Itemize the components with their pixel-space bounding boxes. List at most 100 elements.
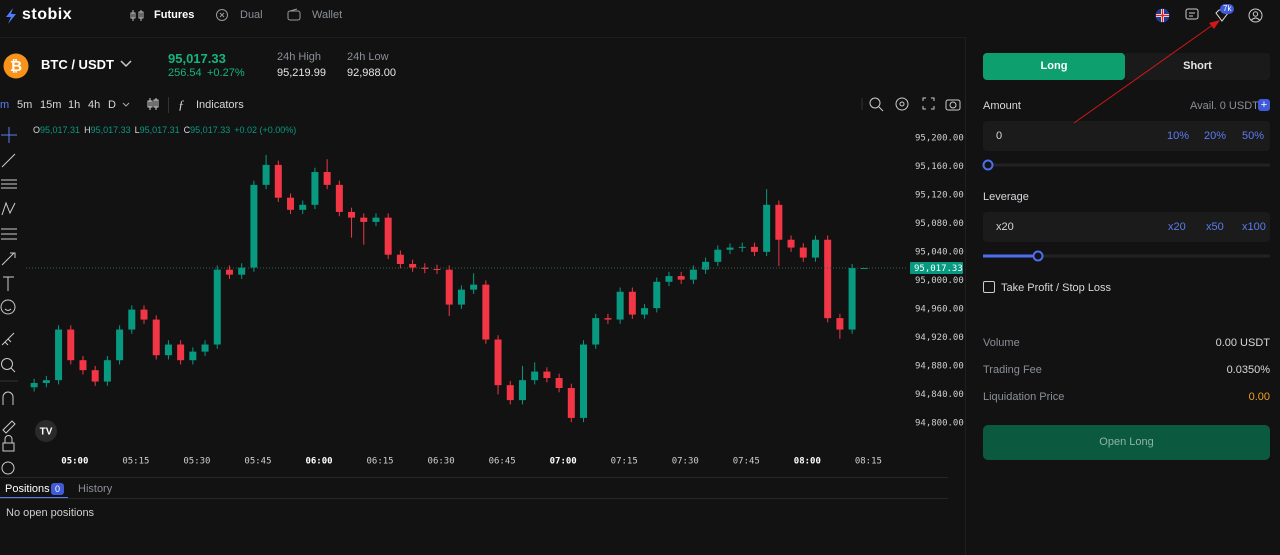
candle-body — [91, 370, 99, 382]
ohlc-key: L — [135, 125, 140, 135]
open-long-button[interactable]: Open Long — [983, 425, 1270, 460]
candle-body — [555, 378, 563, 388]
ohlc-value: 95,017.33 — [91, 125, 131, 135]
candle-body — [494, 339, 502, 386]
pair[interactable]: BTC / USDT — [41, 57, 114, 72]
candle-body — [116, 329, 124, 361]
drawing-tools[interactable] — [0, 125, 18, 475]
x-tick-label: 06:30 — [428, 457, 455, 467]
x-tick-label: 06:45 — [489, 457, 516, 467]
user-icon[interactable] — [1248, 8, 1263, 23]
leverage-input[interactable] — [983, 212, 1270, 242]
empty-message: No open positions — [6, 507, 95, 519]
toolbar-divider — [168, 97, 169, 113]
x-tick-label: 07:15 — [611, 457, 638, 467]
last-price: 95,017.33 — [168, 51, 226, 66]
logo-mark — [6, 8, 16, 24]
leverage-slider[interactable] — [980, 248, 1272, 264]
candle-body — [409, 263, 417, 268]
leverage-preset[interactable]: x100 — [1242, 221, 1266, 233]
summary-label: Liquidation Price — [983, 391, 1065, 403]
x-tick-label: 05:00 — [61, 457, 88, 467]
indicators[interactable]: Indicators — [196, 99, 244, 111]
amount-preset[interactable]: 20% — [1204, 130, 1227, 142]
leverage-value[interactable]: x20 — [996, 221, 1014, 233]
btc-icon: ₿ — [3, 53, 29, 79]
interval[interactable]: m — [0, 99, 10, 111]
futures-icon — [130, 10, 144, 21]
y-tick-label: 94,920.00 — [915, 333, 964, 343]
candle-body — [482, 284, 490, 340]
interval[interactable]: 1h — [68, 99, 81, 111]
candle-body — [396, 254, 404, 264]
leverage-preset[interactable]: x20 — [1168, 221, 1186, 233]
leverage-preset[interactable]: x50 — [1206, 221, 1224, 233]
candle-body — [787, 239, 795, 248]
tab[interactable]: History — [78, 483, 113, 495]
x-tick-label: 05:30 — [183, 457, 210, 467]
candle-body — [445, 269, 453, 305]
low-label: 24h Low — [347, 51, 389, 63]
nav-item[interactable]: Futures — [154, 9, 195, 21]
candle-body — [384, 217, 392, 255]
short-tab[interactable]: Short — [1125, 53, 1270, 80]
low-value: 92,988.00 — [347, 67, 396, 79]
candle-body — [30, 383, 38, 388]
badge: 7k — [1220, 4, 1235, 14]
candle-body — [518, 380, 526, 401]
x-tick-label: 06:00 — [305, 457, 332, 467]
chart-actions[interactable] — [860, 96, 965, 112]
tpsl-checkbox[interactable] — [983, 281, 995, 293]
x-tick-label: 07:00 — [550, 457, 577, 467]
candle-body — [714, 249, 722, 262]
interval[interactable]: 5m — [17, 99, 33, 111]
interval-dropdown[interactable] — [121, 101, 131, 109]
available: Avail. 0 USDT — [1190, 100, 1259, 112]
candle-body — [470, 284, 478, 290]
last-price-label: 95,017.33 — [914, 264, 963, 274]
ohlc-value: 95,017.31 — [140, 125, 180, 135]
nav-item[interactable]: Dual — [240, 9, 263, 21]
candle-body — [567, 387, 575, 418]
candle-body — [677, 276, 685, 280]
ohlc-key: O — [33, 125, 40, 135]
candle-body — [726, 247, 734, 250]
deposit-button[interactable]: + — [1258, 99, 1270, 111]
interval[interactable]: 15m — [40, 99, 62, 111]
language-flag[interactable] — [1155, 8, 1170, 23]
candle-body — [653, 281, 661, 309]
candle-body — [750, 246, 758, 252]
interval[interactable]: 4h — [88, 99, 101, 111]
candle-body — [140, 309, 148, 320]
y-tick-label: 95,080.00 — [915, 219, 964, 229]
interval[interactable]: D — [108, 99, 116, 111]
amount-input[interactable] — [983, 121, 1270, 151]
tab-active[interactable]: Positions — [5, 483, 50, 495]
candle-body — [641, 308, 649, 315]
candle-body — [848, 268, 856, 330]
divider — [965, 37, 966, 555]
candle-body — [836, 318, 844, 330]
amount-value[interactable]: 0 — [996, 130, 1003, 142]
pair-dropdown[interactable] — [120, 60, 132, 68]
tab-underline — [0, 497, 68, 498]
logo[interactable]: stobix — [22, 6, 73, 23]
y-tick-label: 94,800.00 — [915, 418, 964, 428]
chart-type-icon[interactable] — [146, 97, 160, 111]
y-tick-label: 95,120.00 — [915, 190, 964, 200]
long-tab[interactable]: Long — [983, 53, 1125, 80]
candle-body — [262, 164, 270, 185]
amount-preset[interactable]: 50% — [1242, 130, 1265, 142]
amount-preset[interactable]: 10% — [1167, 130, 1190, 142]
tpsl-label[interactable]: Take Profit / Stop Loss — [1001, 282, 1112, 294]
last-price-box — [910, 262, 963, 275]
nav-item[interactable]: Wallet — [312, 9, 343, 21]
tv-logo[interactable]: TV — [35, 420, 57, 442]
x-tick-label: 08:15 — [855, 457, 882, 467]
candle-body — [274, 164, 282, 198]
amount-slider[interactable] — [980, 157, 1272, 173]
summary-label: Trading Fee — [983, 364, 1042, 376]
chat-icon[interactable] — [1185, 8, 1199, 22]
candle-body — [299, 204, 307, 210]
amount-label: Amount — [983, 100, 1021, 112]
